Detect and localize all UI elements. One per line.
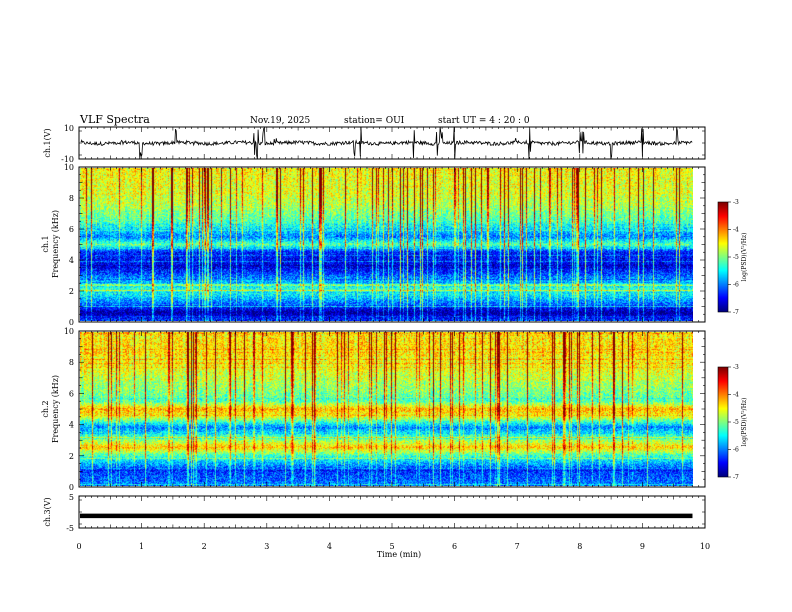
freq-tick-label: 0 bbox=[69, 318, 74, 327]
ch1-spectrogram-ytick-labels: 0 2 4 6 8 10 bbox=[64, 163, 74, 327]
freq-tick-label: 0 bbox=[69, 483, 74, 492]
date-label: Nov.19, 2025 bbox=[250, 116, 311, 126]
freq-tick-label: 6 bbox=[69, 225, 74, 234]
freq-tick-label: 4 bbox=[69, 421, 74, 430]
time-tick-label: 9 bbox=[640, 542, 645, 551]
freq-tick-label: 4 bbox=[69, 256, 74, 265]
ch2-spectrogram-image bbox=[80, 332, 693, 486]
time-axis-label: Time (min) bbox=[377, 550, 421, 559]
ch1-ytick-bottom: -10 bbox=[61, 155, 74, 164]
figure-title: VLF Spectra bbox=[79, 113, 150, 126]
station-label: station= OUI bbox=[344, 116, 405, 126]
ch1-waveform-ylabel: ch.1(V) bbox=[43, 128, 52, 157]
colorbar-tick-label: -6 bbox=[733, 282, 739, 289]
time-tick-label: 5 bbox=[389, 542, 394, 551]
ch2-colorbar-ticks: -3 -4 -5 -6 -7 bbox=[728, 364, 739, 481]
time-tick-label: 8 bbox=[577, 542, 582, 551]
colorbar-tick-label: -7 bbox=[733, 309, 739, 316]
ch1-spectrogram-ylabel-channel: ch.1 bbox=[41, 235, 50, 252]
freq-tick-label: 2 bbox=[69, 287, 74, 296]
time-tick-label: 10 bbox=[700, 542, 710, 551]
ch1-spectrogram-ylabel-freq: Frequency (kHz) bbox=[51, 210, 60, 278]
time-tick-label: 4 bbox=[327, 542, 332, 551]
time-tick-label: 2 bbox=[202, 542, 207, 551]
freq-tick-label: 10 bbox=[64, 163, 74, 172]
ch2-colorbar: -3 -4 -5 -6 -7 log(PSD)(V²/Hz) bbox=[717, 364, 748, 481]
freq-tick-label: 8 bbox=[69, 194, 74, 203]
freq-tick-label: 6 bbox=[69, 389, 74, 398]
ch2-colorbar-label: log(PSD)(V²/Hz) bbox=[741, 398, 748, 447]
ch3-waveform-panel: 5 -5 ch.3(V) bbox=[43, 493, 706, 533]
ch1-colorbar-label: log(PSD)(V²/Hz) bbox=[741, 233, 748, 282]
ch1-spectrogram-ticks bbox=[78, 166, 706, 323]
ch2-spectrogram-ticks bbox=[78, 330, 706, 488]
colorbar-tick-label: -5 bbox=[733, 419, 739, 426]
ch1-spectrogram-image bbox=[80, 168, 693, 321]
colorbar-tick-label: -4 bbox=[733, 392, 739, 399]
ch3-ytick-bottom: -5 bbox=[66, 524, 74, 533]
start-time-label: start UT = 4 : 20 : 0 bbox=[438, 116, 530, 126]
ch3-waveform-ticks bbox=[78, 496, 706, 528]
time-tick-label: 0 bbox=[76, 542, 81, 551]
time-axis-tick-labels: 0 1 2 3 4 5 6 7 8 9 10 bbox=[76, 542, 710, 551]
colorbar-tick-label: -5 bbox=[733, 254, 739, 261]
ch1-spectrogram-panel: 0 2 4 6 8 10 ch.1 Frequency (kHz) -3 -4 -5 -6 -7 … bbox=[41, 163, 748, 327]
ch2-spectrogram-ylabel-freq: Frequency (kHz) bbox=[51, 375, 60, 443]
ch2-spectrogram-panel: 0 2 4 6 8 10 ch.2 Frequency (kHz) -3 -4 -5 -6 -7 … bbox=[41, 327, 748, 492]
freq-tick-label: 2 bbox=[69, 452, 74, 461]
colorbar-tick-label: -3 bbox=[733, 199, 739, 206]
ch3-waveform-ylabel: ch.3(V) bbox=[43, 497, 52, 526]
ch1-ytick-top: 10 bbox=[64, 124, 74, 133]
freq-tick-label: 10 bbox=[64, 327, 74, 336]
ch1-waveform-panel: 10 -10 ch.1(V) bbox=[43, 124, 706, 164]
colorbar-tick-label: -6 bbox=[733, 447, 739, 454]
ch1-waveform-trace bbox=[80, 126, 693, 160]
time-tick-label: 3 bbox=[264, 542, 269, 551]
colorbar-tick-label: -3 bbox=[733, 364, 739, 371]
time-tick-label: 6 bbox=[452, 542, 457, 551]
ch1-colorbar-image bbox=[718, 202, 728, 312]
freq-tick-label: 8 bbox=[69, 358, 74, 367]
ch2-spectrogram-ylabel-channel: ch.2 bbox=[41, 400, 50, 417]
time-tick-label: 7 bbox=[515, 542, 520, 551]
ch2-spectrogram-ytick-labels: 0 2 4 6 8 10 bbox=[64, 327, 74, 492]
ch1-colorbar: -3 -4 -5 -6 -7 log(PSD)(V²/Hz) bbox=[717, 199, 748, 316]
time-tick-label: 1 bbox=[139, 542, 144, 551]
colorbar-tick-label: -7 bbox=[733, 474, 739, 481]
ch1-colorbar-ticks: -3 -4 -5 -6 -7 bbox=[728, 199, 739, 316]
ch2-colorbar-image bbox=[718, 367, 728, 477]
ch3-ytick-top: 5 bbox=[69, 493, 74, 502]
colorbar-tick-label: -4 bbox=[733, 227, 739, 234]
